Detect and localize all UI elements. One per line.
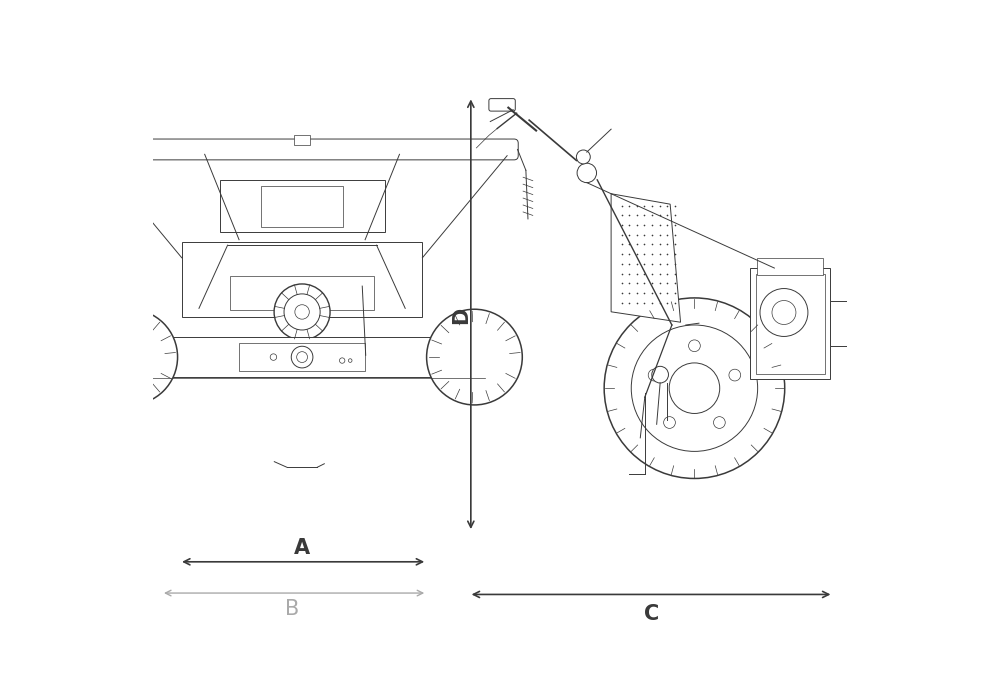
Circle shape xyxy=(123,351,136,365)
Circle shape xyxy=(760,288,808,337)
Circle shape xyxy=(604,298,785,479)
Circle shape xyxy=(576,150,590,164)
Circle shape xyxy=(295,304,309,319)
Circle shape xyxy=(468,351,481,365)
FancyBboxPatch shape xyxy=(86,139,518,160)
FancyBboxPatch shape xyxy=(489,99,515,111)
Circle shape xyxy=(631,325,758,452)
Circle shape xyxy=(274,284,330,340)
Circle shape xyxy=(729,369,741,381)
Circle shape xyxy=(82,309,178,405)
FancyBboxPatch shape xyxy=(463,340,486,376)
Bar xyxy=(220,181,385,232)
Bar xyxy=(144,337,460,377)
Circle shape xyxy=(297,351,308,363)
Bar xyxy=(757,258,823,275)
Circle shape xyxy=(669,363,720,414)
Circle shape xyxy=(648,369,660,381)
Circle shape xyxy=(772,300,796,325)
Bar xyxy=(294,135,310,145)
Circle shape xyxy=(291,346,313,368)
Circle shape xyxy=(348,358,352,363)
Circle shape xyxy=(284,294,320,330)
Circle shape xyxy=(714,416,725,428)
Circle shape xyxy=(339,358,345,363)
Circle shape xyxy=(664,416,675,428)
Polygon shape xyxy=(611,194,681,322)
Bar xyxy=(239,343,365,372)
Circle shape xyxy=(360,350,371,360)
Text: C: C xyxy=(644,604,659,624)
Bar xyxy=(182,241,422,317)
Circle shape xyxy=(577,163,597,183)
Circle shape xyxy=(270,354,277,360)
Bar xyxy=(756,274,825,374)
Bar xyxy=(830,302,848,346)
Bar xyxy=(230,276,374,310)
Circle shape xyxy=(689,340,700,351)
FancyBboxPatch shape xyxy=(118,340,141,376)
Bar xyxy=(261,186,343,227)
Text: A: A xyxy=(294,538,310,558)
Bar xyxy=(750,268,830,379)
Circle shape xyxy=(652,366,668,383)
Text: B: B xyxy=(285,599,299,619)
Text: D: D xyxy=(451,307,471,324)
Circle shape xyxy=(427,309,522,405)
